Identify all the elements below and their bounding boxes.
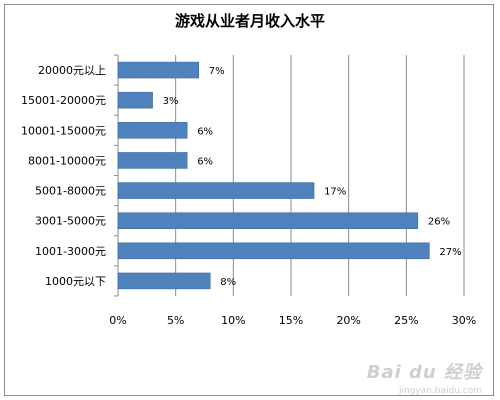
data-label: 3% [163,96,179,107]
bar [117,122,188,139]
data-label: 8% [220,277,236,288]
data-label: 6% [197,156,213,167]
bar [117,61,199,79]
category-label: 15001-20000元 [21,94,106,107]
data-label: 6% [197,126,213,137]
x-tick-label: 15% [279,314,303,327]
x-tick-label: 20% [336,314,360,327]
bar [117,272,211,290]
data-label: 26% [428,217,450,228]
x-tick-label: 5% [167,314,184,327]
category-label: 1001-3000元 [35,245,106,258]
bar [117,212,419,229]
chart-frame [4,4,494,396]
category-label: 8001-10000元 [28,154,106,167]
x-tick-label: 0% [109,314,126,327]
bar [117,242,430,260]
chart-title: 游戏从业者月收入水平 [175,12,325,30]
bar [117,91,153,109]
bars [114,54,430,297]
x-tick-label: 30% [452,314,476,327]
category-label: 5001-8000元 [35,185,106,198]
x-tick-label: 10% [221,314,245,327]
watermark-logo-text: Bai du 经验 [366,362,482,383]
x-axis-ticks: 0% 5% 10% 15% 20% 25% 30% [109,314,476,327]
x-tick-label: 25% [394,314,418,327]
grid-lines [117,55,465,296]
category-label: 20000元以上 [38,64,106,77]
data-label: 17% [324,187,346,198]
data-label: 27% [439,247,461,258]
category-label: 1000元以下 [45,275,106,288]
bar [117,152,188,169]
bar [117,182,315,199]
category-label: 10001-15000元 [21,124,106,137]
data-label: 7% [209,66,225,77]
category-labels: 20000元以上 15001-20000元 10001-15000元 8001-100… [21,64,106,288]
data-labels: 7% 3% 6% 6% 17% 26% 27% 8% [163,66,462,288]
category-label: 3001-5000元 [35,215,106,228]
watermark-url: jingyan.baidu.com [398,386,482,396]
baidu-watermark: Bai du 经验 jingyan.baidu.com [365,356,490,396]
